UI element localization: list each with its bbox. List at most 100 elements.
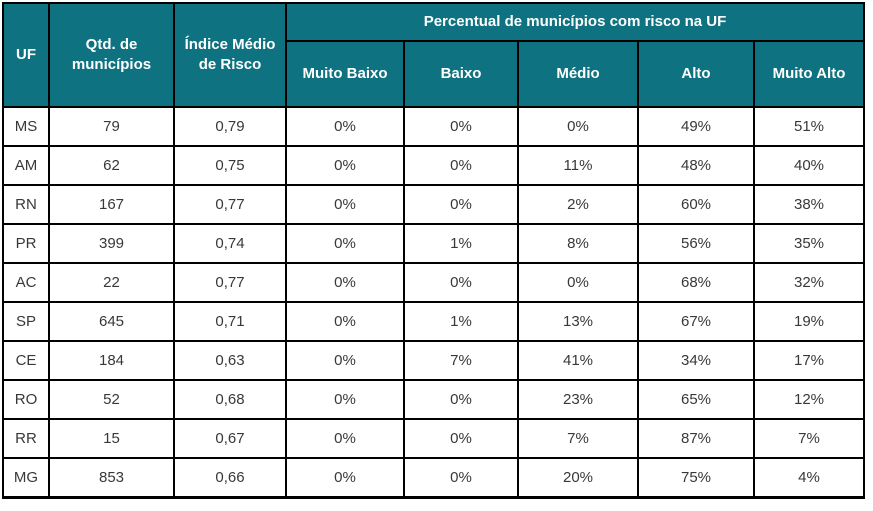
table-row: RN 167 0,77 0% 0% 2% 60% 38% (2, 184, 865, 225)
cell-medio: 20% (517, 457, 639, 499)
header-cell-muito-baixo: Muito Baixo (285, 40, 405, 108)
cell-medio: 8% (517, 223, 639, 264)
cell-indice: 0,77 (173, 262, 287, 303)
header-cell-medio: Médio (517, 40, 639, 108)
cell-medio: 41% (517, 340, 639, 381)
cell-alto: 87% (637, 418, 755, 459)
header-cell-muito-alto: Muito Alto (753, 40, 865, 108)
cell-muito-alto: 19% (753, 301, 865, 342)
cell-qtd: 645 (48, 301, 175, 342)
cell-uf: CE (2, 340, 50, 381)
cell-qtd: 399 (48, 223, 175, 264)
cell-qtd: 62 (48, 145, 175, 186)
cell-baixo: 0% (403, 106, 519, 147)
cell-medio: 13% (517, 301, 639, 342)
cell-baixo: 1% (403, 223, 519, 264)
cell-qtd: 15 (48, 418, 175, 459)
cell-muito-baixo: 0% (285, 262, 405, 303)
cell-uf: AC (2, 262, 50, 303)
cell-uf: RN (2, 184, 50, 225)
cell-indice: 0,74 (173, 223, 287, 264)
table-row: AM 62 0,75 0% 0% 11% 48% 40% (2, 145, 865, 186)
cell-indice: 0,75 (173, 145, 287, 186)
cell-muito-baixo: 0% (285, 457, 405, 499)
cell-qtd: 52 (48, 379, 175, 420)
cell-baixo: 0% (403, 262, 519, 303)
cell-muito-baixo: 0% (285, 145, 405, 186)
cell-alto: 60% (637, 184, 755, 225)
cell-indice: 0,63 (173, 340, 287, 381)
table-row: PR 399 0,74 0% 1% 8% 56% 35% (2, 223, 865, 264)
cell-qtd: 79 (48, 106, 175, 147)
cell-muito-alto: 12% (753, 379, 865, 420)
table-body: MS 79 0,79 0% 0% 0% 49% 51% AM 62 0,75 0% 0% 11% 48% 40… (2, 106, 865, 499)
cell-uf: RR (2, 418, 50, 459)
table-row: AC 22 0,77 0% 0% 0% 68% 32% (2, 262, 865, 303)
cell-qtd: 22 (48, 262, 175, 303)
cell-medio: 0% (517, 106, 639, 147)
cell-indice: 0,68 (173, 379, 287, 420)
cell-medio: 23% (517, 379, 639, 420)
cell-alto: 75% (637, 457, 755, 499)
cell-uf: RO (2, 379, 50, 420)
header-cell-alto: Alto (637, 40, 755, 108)
cell-uf: PR (2, 223, 50, 264)
table-row: MS 79 0,79 0% 0% 0% 49% 51% (2, 106, 865, 147)
cell-baixo: 0% (403, 418, 519, 459)
cell-indice: 0,79 (173, 106, 287, 147)
header-cell-qtd-municipios: Qtd. de municípios (48, 2, 175, 108)
cell-muito-baixo: 0% (285, 223, 405, 264)
cell-qtd: 167 (48, 184, 175, 225)
table-row: RR 15 0,67 0% 0% 7% 87% 7% (2, 418, 865, 459)
cell-uf: MS (2, 106, 50, 147)
cell-medio: 11% (517, 145, 639, 186)
cell-uf: AM (2, 145, 50, 186)
cell-alto: 65% (637, 379, 755, 420)
cell-alto: 49% (637, 106, 755, 147)
uf-risk-table: UF Qtd. de municípios Índice Médio de Ri… (2, 2, 865, 499)
cell-medio: 7% (517, 418, 639, 459)
cell-qtd: 853 (48, 457, 175, 499)
cell-muito-baixo: 0% (285, 184, 405, 225)
header-cell-uf: UF (2, 2, 50, 108)
table-row: SP 645 0,71 0% 1% 13% 67% 19% (2, 301, 865, 342)
cell-indice: 0,71 (173, 301, 287, 342)
cell-muito-alto: 7% (753, 418, 865, 459)
cell-muito-baixo: 0% (285, 418, 405, 459)
cell-indice: 0,66 (173, 457, 287, 499)
table-row: MG 853 0,66 0% 0% 20% 75% 4% (2, 457, 865, 499)
cell-baixo: 0% (403, 145, 519, 186)
cell-muito-baixo: 0% (285, 340, 405, 381)
cell-muito-baixo: 0% (285, 379, 405, 420)
header-cell-baixo: Baixo (403, 40, 519, 108)
cell-baixo: 1% (403, 301, 519, 342)
cell-alto: 34% (637, 340, 755, 381)
cell-baixo: 0% (403, 184, 519, 225)
cell-muito-baixo: 0% (285, 106, 405, 147)
cell-baixo: 0% (403, 379, 519, 420)
cell-muito-alto: 32% (753, 262, 865, 303)
cell-alto: 48% (637, 145, 755, 186)
cell-medio: 2% (517, 184, 639, 225)
header-cell-indice-medio: Índice Médio de Risco (173, 2, 287, 108)
cell-alto: 68% (637, 262, 755, 303)
cell-muito-alto: 51% (753, 106, 865, 147)
cell-alto: 56% (637, 223, 755, 264)
cell-medio: 0% (517, 262, 639, 303)
cell-muito-alto: 38% (753, 184, 865, 225)
table-row: RO 52 0,68 0% 0% 23% 65% 12% (2, 379, 865, 420)
cell-indice: 0,77 (173, 184, 287, 225)
table-header: UF Qtd. de municípios Índice Médio de Ri… (2, 2, 865, 108)
header-group-percentual: Percentual de municípios com risco na UF (285, 2, 865, 42)
cell-muito-alto: 4% (753, 457, 865, 499)
cell-uf: SP (2, 301, 50, 342)
cell-muito-baixo: 0% (285, 301, 405, 342)
cell-muito-alto: 17% (753, 340, 865, 381)
cell-baixo: 0% (403, 457, 519, 499)
cell-baixo: 7% (403, 340, 519, 381)
cell-alto: 67% (637, 301, 755, 342)
cell-indice: 0,67 (173, 418, 287, 459)
cell-uf: MG (2, 457, 50, 499)
table-row: CE 184 0,63 0% 7% 41% 34% 17% (2, 340, 865, 381)
